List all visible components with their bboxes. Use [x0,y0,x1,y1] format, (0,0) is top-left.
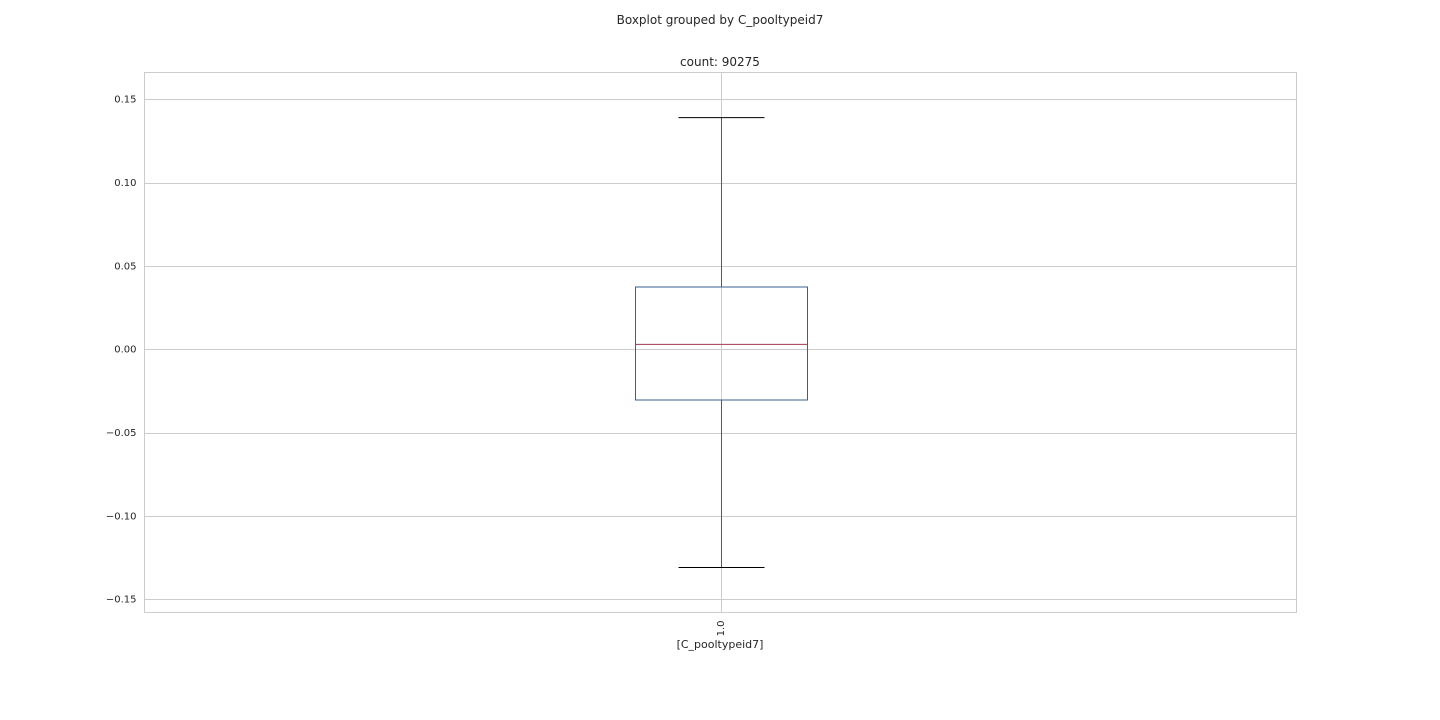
x-axis-label: [C_pooltypeid7] [677,638,764,651]
x-tick-labels: 1.0 [716,621,727,637]
y-tick-labels: −0.15 −0.10 −0.05 0.00 0.05 0.10 0.15 [106,95,137,606]
axes-title: count: 90275 [680,55,760,69]
x-tick-label: 1.0 [716,621,727,637]
y-tick-label: 0.10 [114,178,136,189]
grid-lines [144,72,1297,613]
box-marks [635,117,808,568]
y-tick-label: 0.15 [114,95,136,106]
y-tick-label: −0.15 [106,595,137,606]
y-tick-label: −0.05 [106,428,137,439]
iqr-box [635,286,808,401]
y-tick-label: 0.05 [114,261,136,272]
y-tick-label: 0.00 [114,345,136,356]
y-tick-label: −0.10 [106,511,137,522]
figure-suptitle: Boxplot grouped by C_pooltypeid7 [617,13,824,27]
plot-frame [144,72,1297,613]
